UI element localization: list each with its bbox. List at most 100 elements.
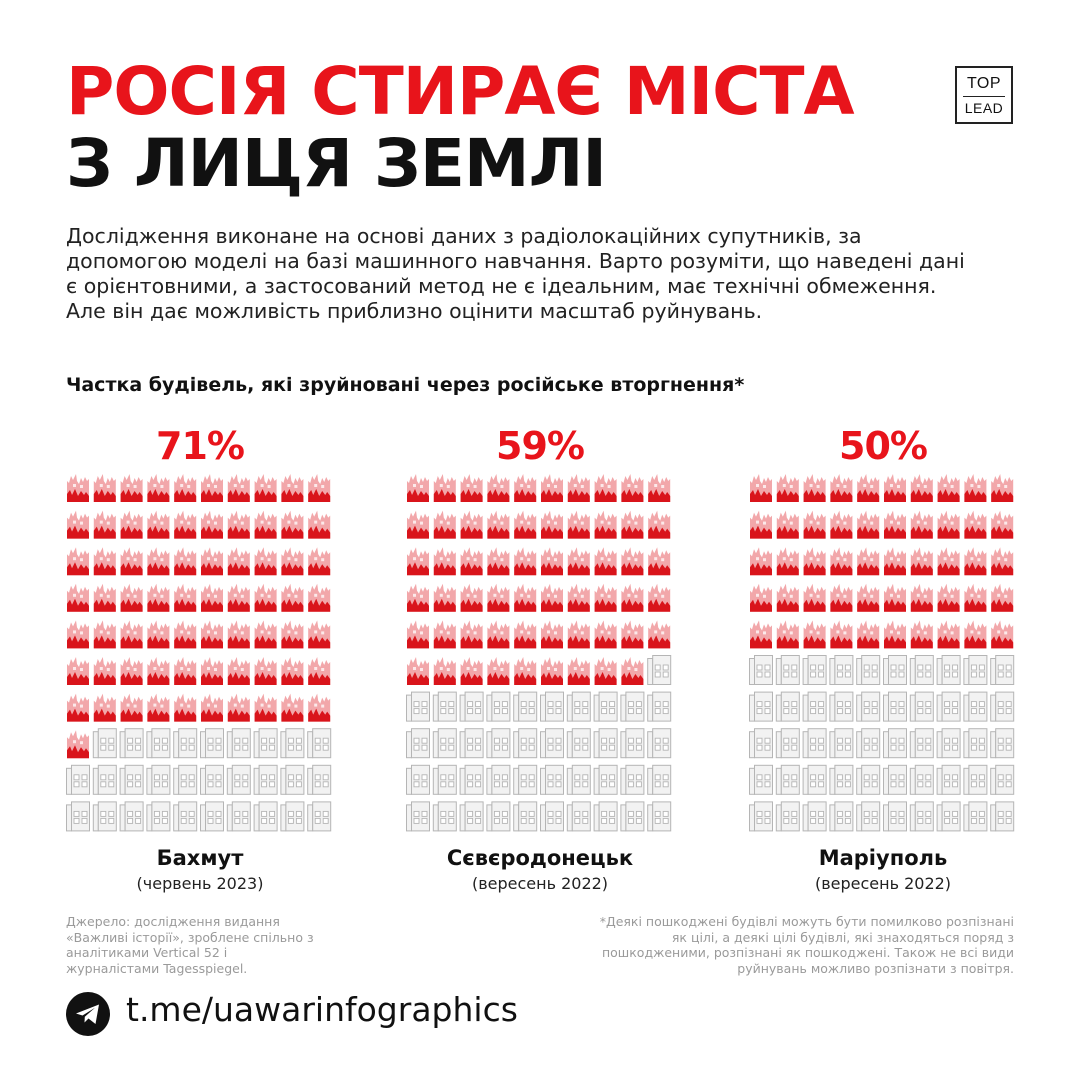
- destroyed-building-icon: [92, 545, 117, 576]
- destroyed-building-icon: [883, 508, 907, 539]
- percent-label: 71%: [156, 424, 245, 468]
- intact-building-icon: [540, 691, 564, 722]
- intact-building-icon: [775, 728, 800, 759]
- destroyed-building-icon: [280, 655, 305, 685]
- intact-building-icon: [936, 728, 961, 759]
- destroyed-building-icon: [963, 508, 988, 539]
- destroyed-building-icon: [856, 508, 881, 539]
- destroyed-building-icon: [200, 581, 224, 612]
- destroyed-building-icon: [432, 655, 457, 685]
- destroyed-building-icon: [119, 545, 144, 576]
- top-lead-logo: TOP LEAD: [955, 66, 1013, 124]
- intact-building-icon: [963, 728, 988, 759]
- intact-building-icon: [226, 728, 251, 759]
- destroyed-building-icon: [253, 691, 278, 722]
- destroyed-building-icon: [459, 508, 484, 539]
- destroyed-building-icon: [406, 508, 430, 539]
- intact-building-icon: [883, 728, 907, 759]
- intact-building-icon: [963, 655, 988, 685]
- intact-building-icon: [66, 764, 90, 795]
- intact-building-icon: [802, 764, 827, 795]
- destroyed-building-icon: [119, 581, 144, 612]
- intact-building-icon: [486, 728, 511, 759]
- destroyed-building-icon: [119, 508, 144, 539]
- intact-building-icon: [406, 801, 430, 832]
- destroyed-building-icon: [909, 581, 934, 612]
- destroyed-building-icon: [749, 472, 773, 502]
- percent-label: 50%: [839, 424, 928, 468]
- destroyed-building-icon: [307, 655, 332, 685]
- logo-divider: [963, 96, 1005, 97]
- intact-building-icon: [963, 691, 988, 722]
- intact-building-icon: [620, 764, 645, 795]
- telegram-link[interactable]: t.me/uawarinfographics: [126, 990, 518, 1029]
- intact-building-icon: [775, 691, 800, 722]
- destroyed-building-icon: [200, 618, 224, 649]
- telegram-icon: [66, 992, 110, 1036]
- intact-building-icon: [936, 691, 961, 722]
- destroyed-building-icon: [253, 581, 278, 612]
- destroyed-building-icon: [486, 508, 511, 539]
- destroyed-building-icon: [459, 618, 484, 649]
- destroyed-building-icon: [829, 545, 854, 576]
- destroyed-building-icon: [66, 618, 90, 649]
- destroyed-building-icon: [856, 618, 881, 649]
- destroyed-building-icon: [802, 508, 827, 539]
- intact-building-icon: [540, 801, 564, 832]
- intact-building-icon: [909, 728, 934, 759]
- destroyed-building-icon: [909, 545, 934, 576]
- destroyed-building-icon: [647, 618, 672, 649]
- intact-building-icon: [226, 764, 251, 795]
- intact-building-icon: [307, 728, 332, 759]
- destroyed-building-icon: [119, 472, 144, 502]
- destroyed-building-icon: [173, 581, 198, 612]
- destroyed-building-icon: [459, 581, 484, 612]
- waffle-grid: [749, 472, 1017, 838]
- intact-building-icon: [829, 655, 854, 685]
- destroyed-building-icon: [593, 655, 618, 685]
- intact-building-icon: [200, 728, 224, 759]
- destroyed-building-icon: [173, 508, 198, 539]
- destroyed-building-icon: [647, 545, 672, 576]
- destroyed-building-icon: [280, 691, 305, 722]
- destroyed-building-icon: [936, 618, 961, 649]
- destroyed-building-icon: [459, 545, 484, 576]
- destroyed-building-icon: [540, 545, 564, 576]
- destroyed-building-icon: [119, 691, 144, 722]
- destroyed-building-icon: [647, 472, 672, 502]
- destroyed-building-icon: [566, 472, 591, 502]
- destroyed-building-icon: [513, 581, 538, 612]
- intact-building-icon: [406, 691, 430, 722]
- destroyed-building-icon: [963, 472, 988, 502]
- destroyed-building-icon: [593, 508, 618, 539]
- destroyed-building-icon: [280, 472, 305, 502]
- destroyed-building-icon: [406, 618, 430, 649]
- intact-building-icon: [513, 764, 538, 795]
- intact-building-icon: [647, 764, 672, 795]
- logo-bottom-text: LEAD: [964, 100, 1004, 116]
- destroyed-building-icon: [647, 508, 672, 539]
- intact-building-icon: [802, 801, 827, 832]
- destroyed-building-icon: [883, 545, 907, 576]
- intact-building-icon: [92, 801, 117, 832]
- destroyed-building-icon: [253, 655, 278, 685]
- destroyed-building-icon: [173, 472, 198, 502]
- city-panel-mariupol: 50% Маріуполь (вересень 2022): [749, 424, 1017, 904]
- destroyed-building-icon: [92, 508, 117, 539]
- intact-building-icon: [119, 728, 144, 759]
- intact-building-icon: [307, 764, 332, 795]
- intact-building-icon: [749, 764, 773, 795]
- intact-building-icon: [856, 655, 881, 685]
- destroyed-building-icon: [775, 545, 800, 576]
- destroyed-building-icon: [307, 618, 332, 649]
- destroyed-building-icon: [226, 618, 251, 649]
- destroyed-building-icon: [990, 508, 1015, 539]
- destroyed-building-icon: [66, 728, 90, 759]
- destroyed-building-icon: [146, 545, 171, 576]
- destroyed-building-icon: [200, 472, 224, 502]
- intact-building-icon: [146, 728, 171, 759]
- city-date: (вересень 2022): [814, 874, 952, 893]
- destroyed-building-icon: [432, 508, 457, 539]
- destroyed-building-icon: [92, 618, 117, 649]
- destroyed-building-icon: [406, 581, 430, 612]
